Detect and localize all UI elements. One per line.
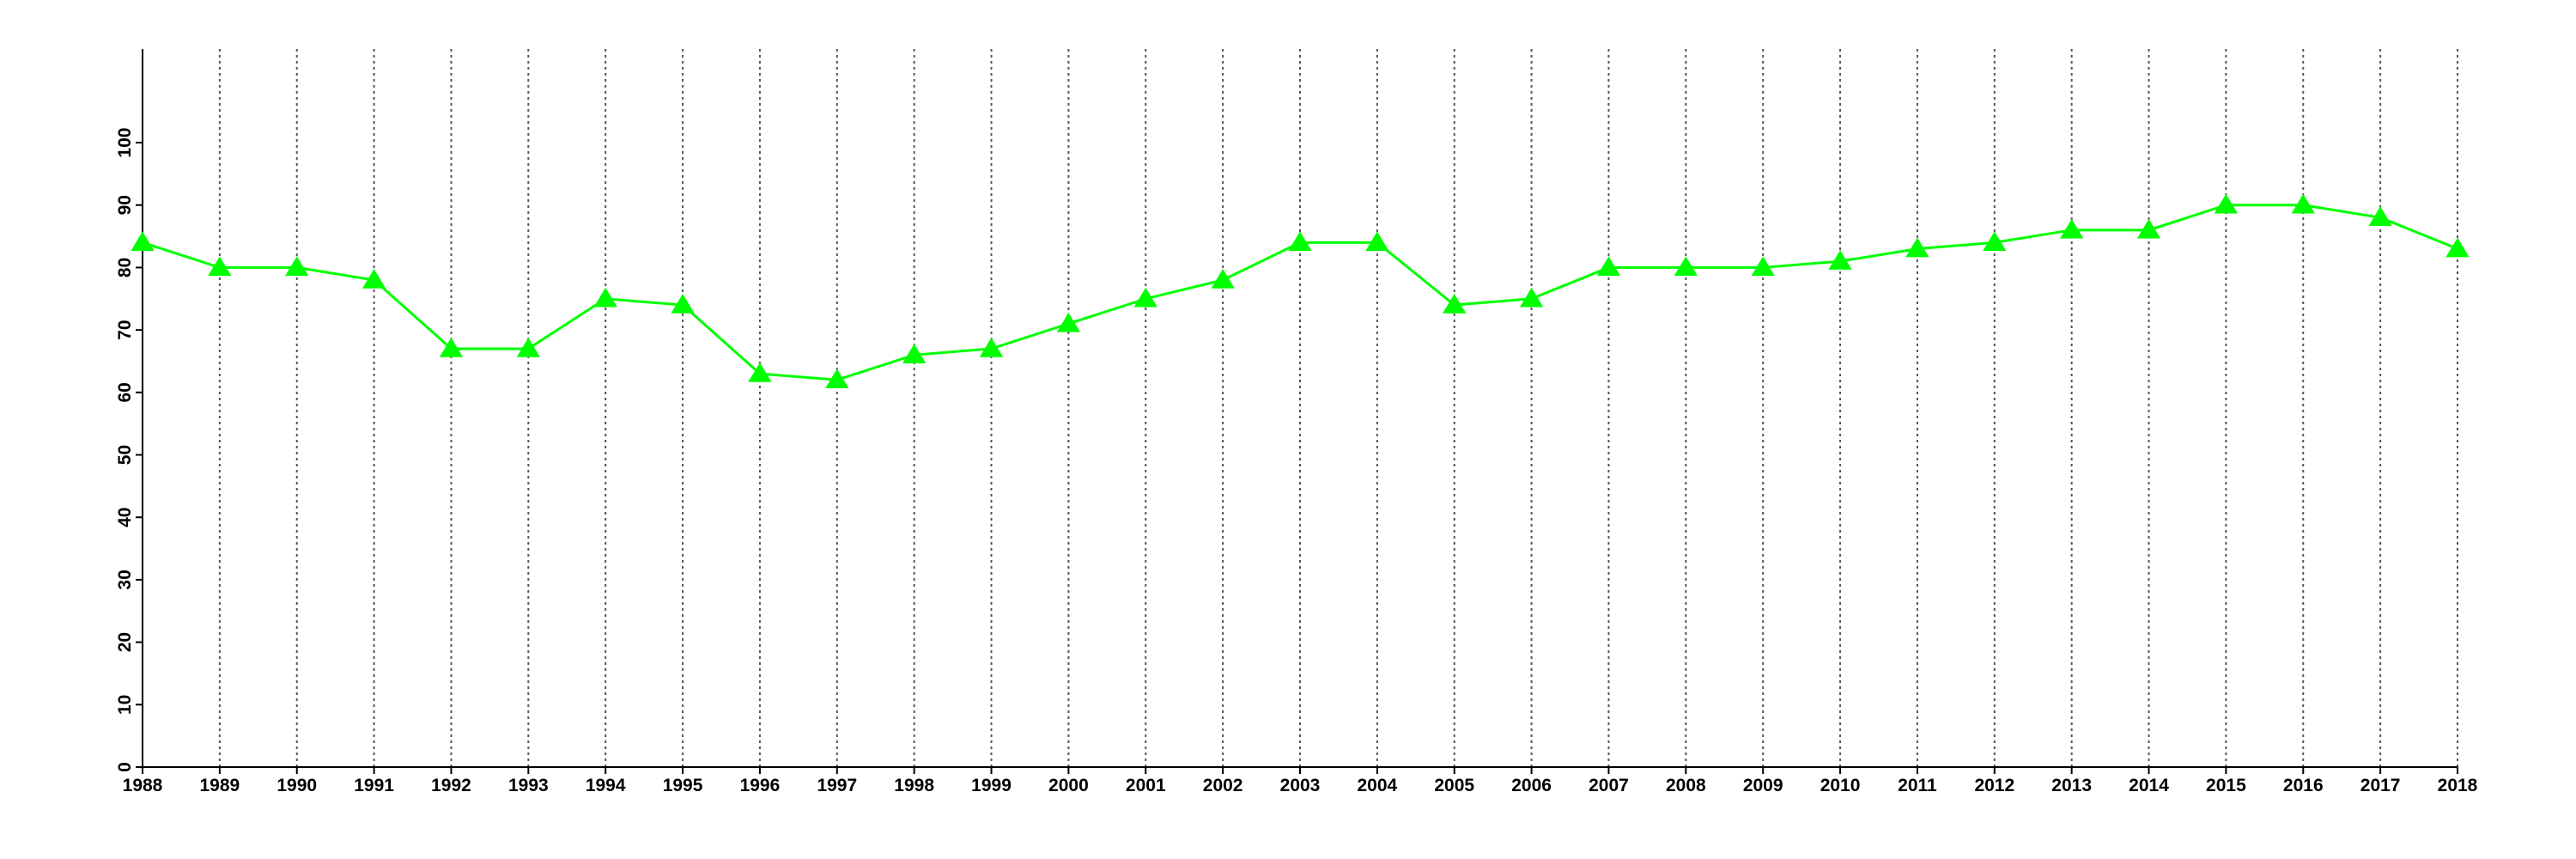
x-tick-label: 1991 (354, 776, 394, 795)
x-tick-label: 2005 (1434, 776, 1474, 795)
x-tick-label: 2012 (1974, 776, 2014, 795)
x-tick-label: 2010 (1820, 776, 1861, 795)
marker (2291, 193, 2315, 214)
marker (1828, 250, 1852, 270)
x-tick-label: 2007 (1589, 776, 1629, 795)
marker (1133, 287, 1157, 308)
x-tick-label: 2011 (1898, 776, 1937, 795)
y-tick-label: 100 (115, 128, 135, 158)
marker (2214, 193, 2239, 214)
marker (671, 294, 695, 314)
x-tick-label: 2015 (2206, 776, 2246, 795)
marker (2368, 206, 2392, 227)
x-tick-label: 2001 (1126, 776, 1166, 795)
marker (1443, 294, 1467, 314)
y-tick-label: 0 (115, 762, 135, 772)
marker (516, 337, 540, 357)
marker (902, 344, 927, 363)
marker (208, 256, 232, 277)
x-tick-label: 2004 (1358, 776, 1398, 795)
x-tick-label: 1995 (663, 776, 703, 795)
y-tick-label: 90 (115, 195, 135, 215)
marker (1905, 237, 1929, 258)
marker (2445, 237, 2470, 258)
x-tick-label: 2016 (2283, 776, 2324, 795)
x-tick-label: 2018 (2438, 776, 2478, 795)
x-tick-label: 1988 (123, 776, 163, 795)
y-tick-label: 50 (115, 445, 135, 465)
x-tick-label: 2014 (2129, 776, 2169, 795)
marker (1983, 231, 2007, 252)
marker (361, 268, 386, 289)
marker (2136, 218, 2161, 239)
marker (825, 369, 849, 389)
marker (593, 287, 617, 308)
y-tick-label: 20 (115, 632, 135, 652)
y-tick-label: 60 (115, 382, 135, 402)
y-tick-label: 30 (115, 570, 135, 589)
marker (131, 231, 155, 252)
marker (1056, 312, 1081, 332)
x-tick-label: 1989 (200, 776, 240, 795)
marker (1519, 287, 1544, 308)
marker (439, 337, 464, 357)
x-tick-label: 2009 (1743, 776, 1783, 795)
x-tick-label: 2017 (2360, 776, 2401, 795)
marker (748, 362, 772, 382)
x-tick-label: 1990 (276, 776, 317, 795)
x-tick-label: 2000 (1048, 776, 1089, 795)
x-tick-label: 2013 (2051, 776, 2092, 795)
marker (2060, 218, 2084, 239)
x-tick-label: 1992 (431, 776, 471, 795)
x-tick-label: 1999 (971, 776, 1012, 795)
x-tick-label: 2006 (1511, 776, 1552, 795)
marker (1365, 231, 1389, 252)
marker (1751, 256, 1775, 277)
x-tick-label: 1996 (740, 776, 781, 795)
marker (1674, 256, 1698, 277)
marker (1211, 268, 1235, 289)
x-tick-label: 2002 (1203, 776, 1243, 795)
x-tick-label: 1997 (817, 776, 857, 795)
x-tick-label: 2008 (1666, 776, 1706, 795)
y-tick-label: 40 (115, 508, 135, 527)
marker (979, 337, 1004, 357)
y-tick-label: 80 (115, 258, 135, 277)
y-tick-label: 10 (115, 695, 135, 715)
y-tick-label: 70 (115, 320, 135, 339)
x-tick-label: 2003 (1280, 776, 1321, 795)
marker (1288, 231, 1312, 252)
x-tick-label: 1993 (508, 776, 549, 795)
x-tick-label: 1998 (894, 776, 934, 795)
x-tick-label: 1994 (586, 776, 626, 795)
marker (285, 256, 309, 277)
marker (1596, 256, 1621, 277)
